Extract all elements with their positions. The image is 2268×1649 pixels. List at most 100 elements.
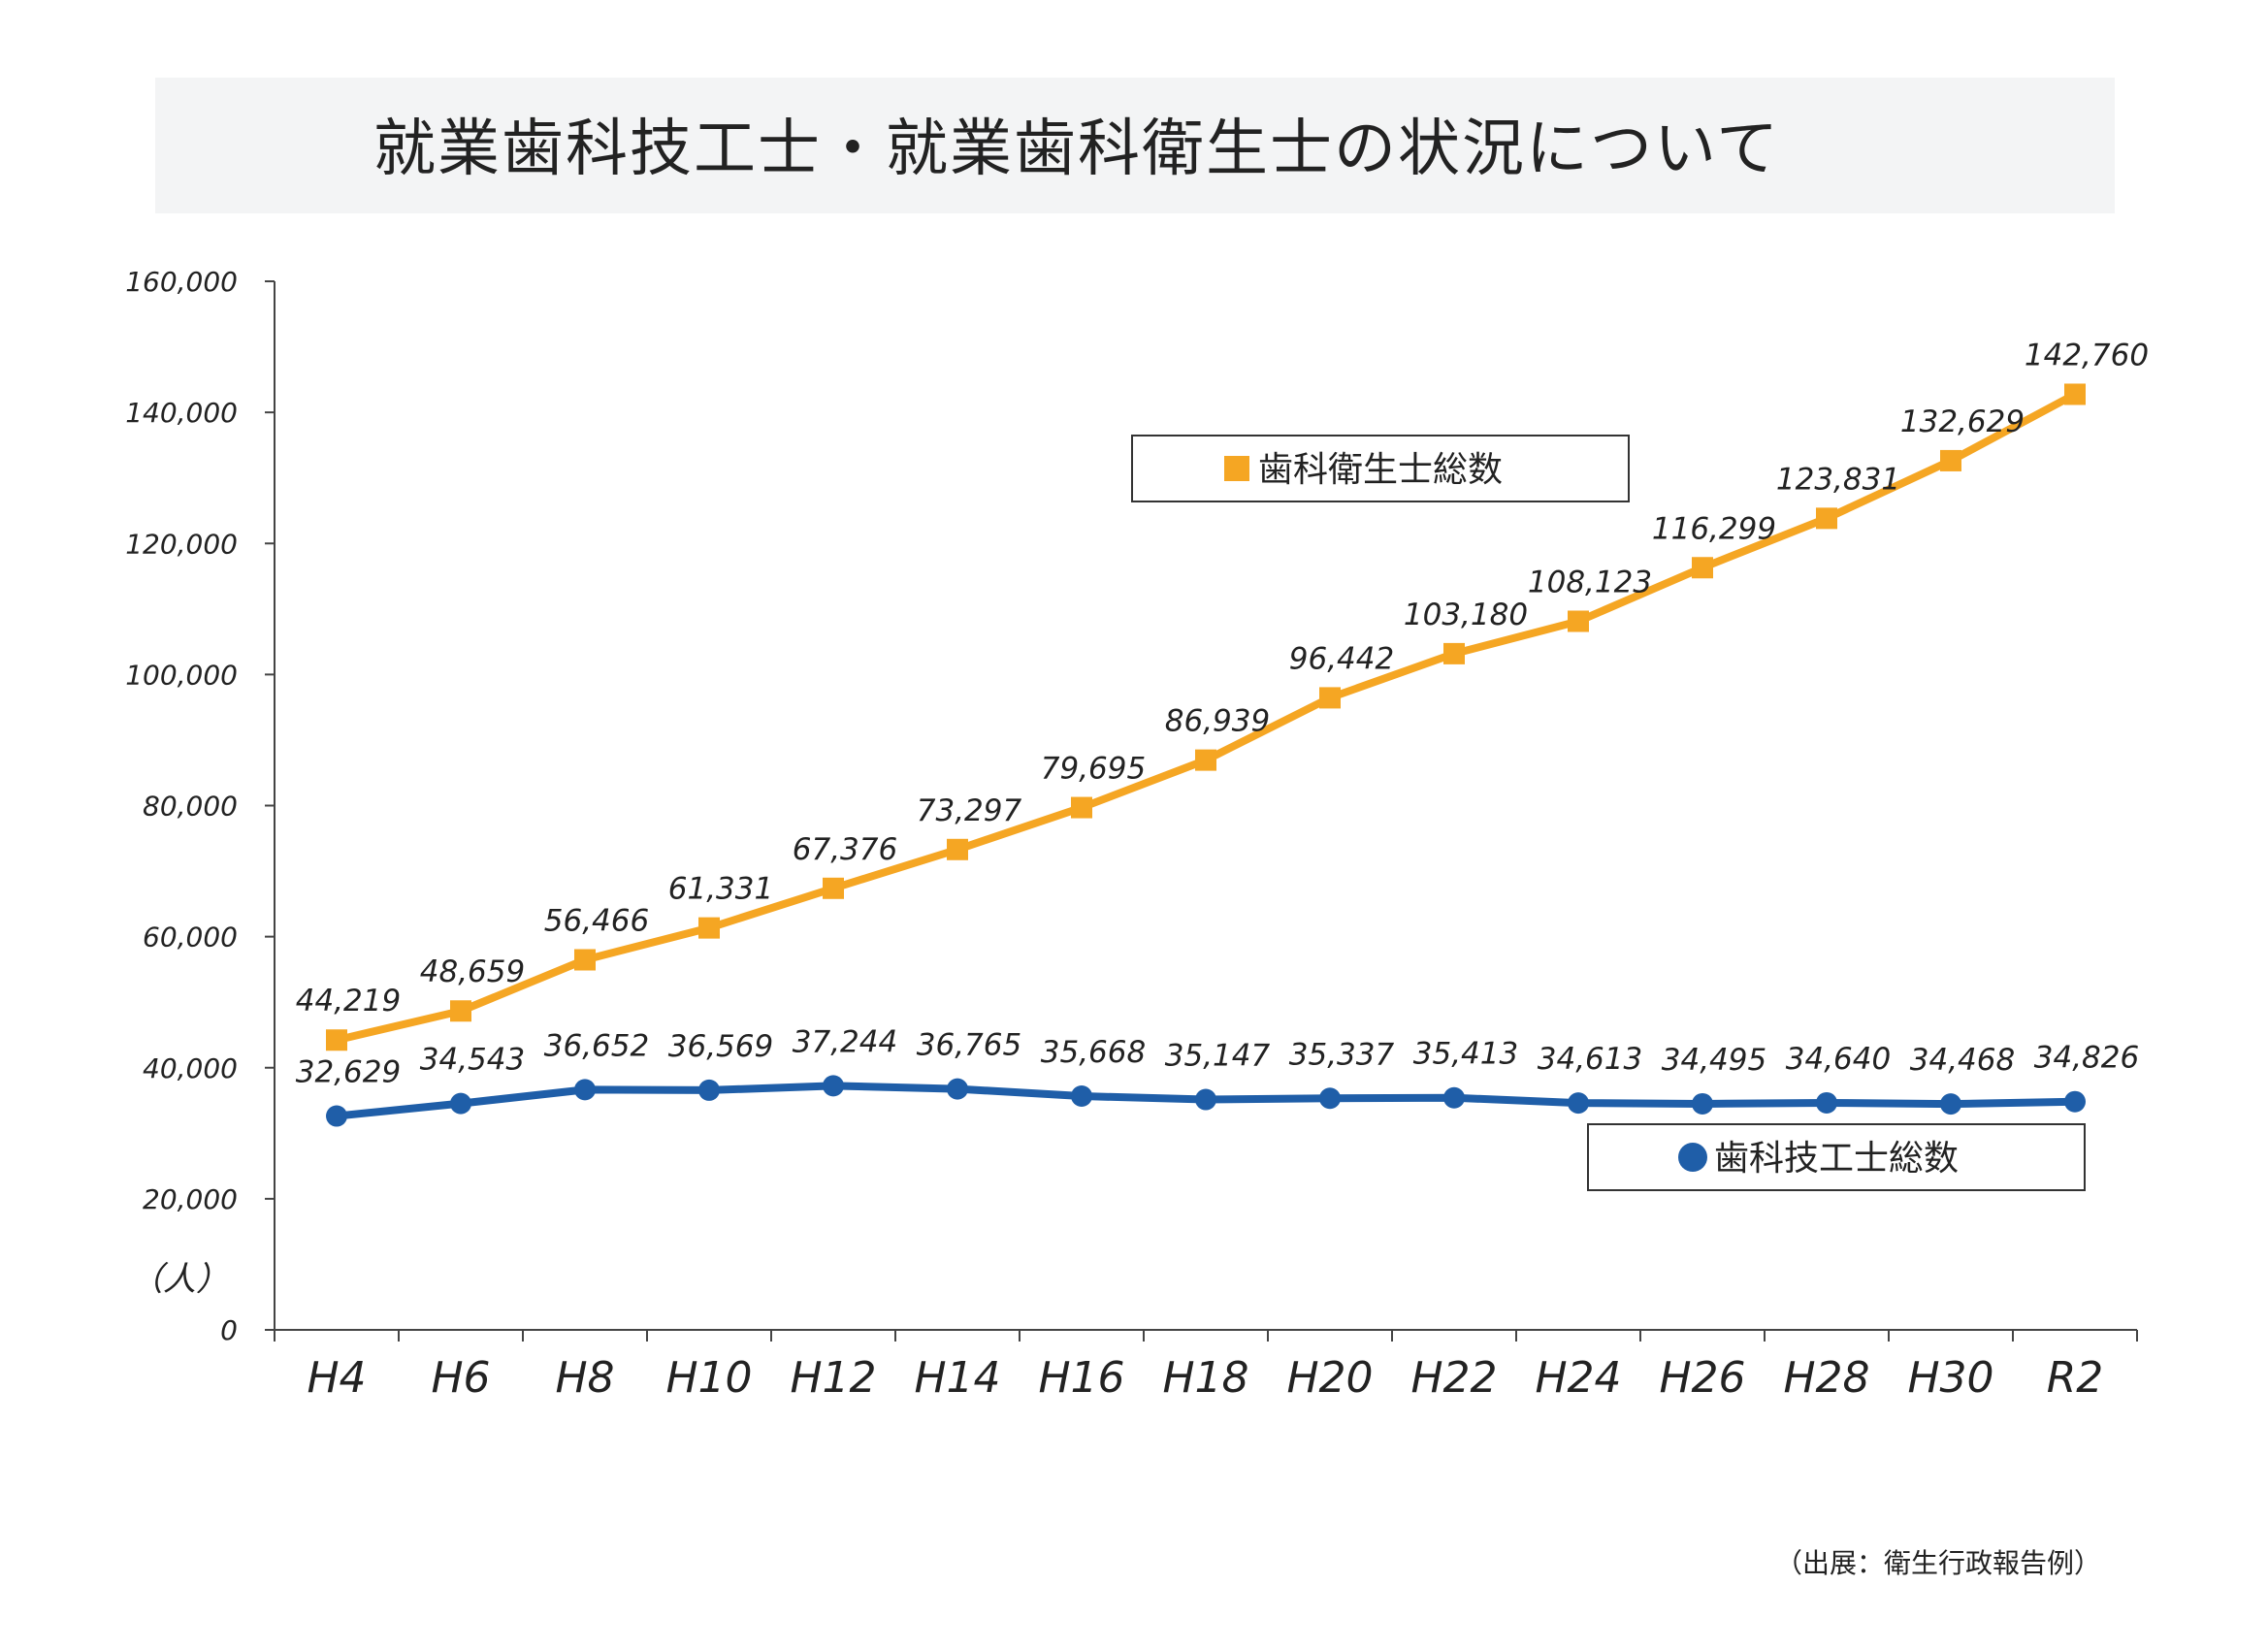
chart-series <box>326 383 2086 1127</box>
y-tick-label: 0 <box>220 1314 238 1346</box>
legend-label: 歯科衛生士総数 <box>1258 450 1503 490</box>
series-point-square <box>1940 449 1961 471</box>
series-point-circle <box>1940 1093 1961 1116</box>
data-label: 34,640 <box>1786 1042 1891 1077</box>
data-label: 103,180 <box>1404 598 1528 632</box>
series-point-circle <box>1816 1091 1837 1114</box>
data-label: 132,629 <box>1900 404 2025 439</box>
x-category-label: H14 <box>914 1353 1000 1403</box>
data-label: 34,613 <box>1538 1042 1642 1077</box>
series-point-square <box>450 1000 471 1022</box>
legend-label: 歯科技工士総数 <box>1714 1139 1959 1179</box>
x-category-label: H30 <box>1907 1353 1993 1403</box>
y-tick-label: 40,000 <box>143 1052 238 1084</box>
series-point-square <box>1319 687 1341 709</box>
data-label: 73,297 <box>917 793 1022 828</box>
x-category-label: H26 <box>1659 1353 1745 1403</box>
data-label: 142,760 <box>2025 338 2149 372</box>
series-point-square <box>698 917 720 939</box>
series-point-square <box>947 838 968 860</box>
data-label: 44,219 <box>296 984 401 1018</box>
series-point-circle <box>698 1079 720 1101</box>
x-category-label: H22 <box>1410 1353 1497 1403</box>
x-category-label: R2 <box>2047 1353 2104 1403</box>
data-label: 34,826 <box>2034 1041 2139 1076</box>
data-label: 67,376 <box>793 832 897 867</box>
data-label: 108,123 <box>1528 565 1652 599</box>
data-labels: 44,219 48,659 56,466 61,331 67,376 73,297 79,6… <box>296 338 2149 1089</box>
data-label: 35,413 <box>1413 1037 1518 1072</box>
x-category-label: H18 <box>1162 1353 1248 1403</box>
y-tick-label: 120,000 <box>125 528 238 560</box>
series-point-circle <box>1071 1085 1092 1108</box>
series-point-square <box>326 1029 347 1051</box>
series-point-circle <box>574 1079 596 1101</box>
y-axis-unit-label: （人） <box>130 1260 229 1299</box>
data-label: 79,695 <box>1041 752 1146 787</box>
data-label: 35,668 <box>1041 1035 1146 1070</box>
x-category-label: H16 <box>1038 1353 1124 1403</box>
series-point-circle <box>2064 1090 2086 1113</box>
data-label: 35,337 <box>1289 1037 1395 1072</box>
legend-box <box>1131 435 1630 502</box>
data-label: 48,659 <box>420 954 525 989</box>
y-tick-label: 80,000 <box>143 791 238 823</box>
series-point-square <box>1568 610 1589 632</box>
x-category-label: H6 <box>431 1353 490 1403</box>
x-axis-categories: H4 H6 H8 H10 H12 H14 H16 H18 H20 H22 H24 H26 H28 H30 R… <box>307 1353 2103 1403</box>
y-tick-label: 60,000 <box>143 922 238 954</box>
data-label: 35,147 <box>1165 1039 1271 1074</box>
page-title: 就業歯科技工士・就業歯科衛生士の状況について <box>373 113 1781 185</box>
series-point-square <box>1443 642 1465 664</box>
data-label: 37,244 <box>793 1024 897 1059</box>
data-label: 61,331 <box>668 872 773 907</box>
y-tick-label: 160,000 <box>125 266 238 298</box>
y-tick-label: 140,000 <box>125 397 238 429</box>
data-label: 34,495 <box>1662 1043 1766 1078</box>
series-point-square <box>1816 507 1837 530</box>
series-point-square <box>574 949 596 971</box>
series-point-circle <box>1692 1092 1713 1115</box>
x-category-label: H10 <box>665 1353 752 1403</box>
data-label: 32,629 <box>296 1055 401 1090</box>
legend-marker-square <box>1224 456 1249 481</box>
x-category-label: H20 <box>1286 1353 1373 1403</box>
x-category-label: H4 <box>307 1353 366 1403</box>
series-point-square <box>2064 383 2086 405</box>
data-label: 56,466 <box>544 904 649 939</box>
data-label: 36,652 <box>544 1028 649 1063</box>
data-label: 96,442 <box>1289 641 1394 676</box>
data-label: 36,569 <box>668 1029 773 1064</box>
x-category-label: H24 <box>1535 1353 1621 1403</box>
source-note: （出展：衛生行政報告例） <box>1775 1547 2102 1579</box>
series-point-circle <box>947 1078 968 1100</box>
data-label: 34,543 <box>420 1043 525 1078</box>
y-tick-label: 20,000 <box>143 1183 238 1215</box>
y-tick-label: 100,000 <box>125 659 238 691</box>
series-point-circle <box>1195 1088 1216 1111</box>
series-point-circle <box>450 1092 471 1115</box>
data-label: 123,831 <box>1776 462 1900 497</box>
data-label: 116,299 <box>1652 511 1776 546</box>
data-label: 86,939 <box>1165 704 1270 739</box>
series-point-square <box>823 877 844 899</box>
x-category-label: H28 <box>1783 1353 1869 1403</box>
series-point-circle <box>1319 1087 1341 1110</box>
y-axis-ticks: 0 20,000 40,000 60,000 80,000 100,000 120,000 1… <box>125 266 275 1346</box>
series-point-circle <box>326 1105 347 1127</box>
data-label: 36,765 <box>917 1028 1021 1063</box>
series-point-square <box>1195 749 1216 771</box>
series-point-circle <box>1443 1086 1465 1109</box>
data-label: 34,468 <box>1910 1043 2015 1078</box>
series-point-square <box>1071 796 1092 819</box>
series-point-square <box>1692 557 1713 579</box>
x-category-label: H12 <box>790 1353 876 1403</box>
legend-box <box>1587 1123 2086 1191</box>
title-band <box>155 78 2115 213</box>
series-point-circle <box>823 1075 844 1097</box>
series-point-circle <box>1568 1092 1589 1115</box>
x-category-label: H8 <box>555 1353 614 1403</box>
legend-marker-circle <box>1678 1143 1707 1172</box>
